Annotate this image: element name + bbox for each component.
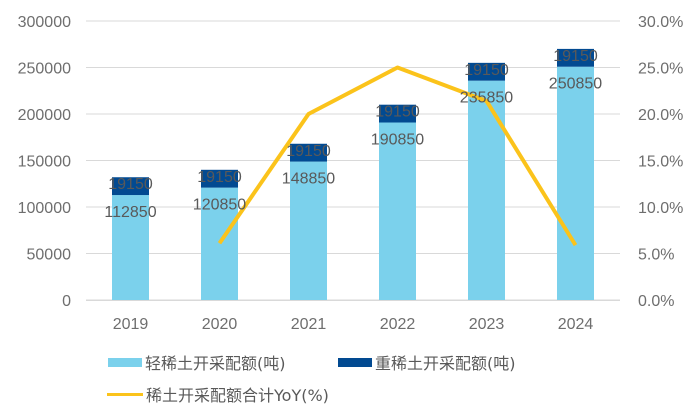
y-right-tick-label: 0.0% (638, 293, 674, 310)
legend-swatch-yoy (107, 392, 143, 396)
y-left-tick-label: 250000 (18, 61, 71, 78)
y-right-tick-label: 25.0% (638, 61, 683, 78)
bar-heavy-rare-earth (290, 143, 327, 162)
label-light-rare-earth: 250850 (549, 76, 602, 93)
x-axis-ticks: 2019 2020 2021 2022 2023 2024 (86, 300, 620, 333)
label-light-rare-earth: 148850 (282, 171, 335, 188)
y-right-tick-label: 10.0% (638, 200, 683, 217)
bar-heavy-rare-earth (112, 177, 149, 196)
bar-heavy-rare-earth (557, 48, 594, 67)
data-labels: 112850 19150 120850 19150 148850 19150 190850 1… (104, 48, 602, 221)
x-tick-label: 2023 (469, 316, 505, 333)
right-axis-ticks: 0.0% 5.0% 10.0% 15.0% 20.0% 25.0% 30.0% (638, 14, 683, 310)
y-right-tick-label: 5.0% (638, 247, 674, 264)
label-heavy-rare-earth: 19150 (553, 48, 598, 65)
y-right-tick-label: 30.0% (638, 14, 683, 31)
bar-light-rare-earth (112, 195, 149, 300)
bar-heavy-rare-earth (201, 169, 238, 188)
legend-label-heavy: 重稀土开采配额(吨) (375, 354, 516, 373)
legend-label-yoy: 稀土开采配额合计YoY(%) (146, 386, 329, 405)
label-heavy-rare-earth: 19150 (197, 169, 242, 186)
bar-light-rare-earth (379, 122, 416, 301)
x-tick-label: 2024 (558, 316, 594, 333)
legend-item-light-rare-earth[interactable]: 轻稀土开采配额(吨) (108, 350, 286, 374)
label-heavy-rare-earth: 19150 (286, 143, 331, 160)
yoy-line (217, 65, 578, 247)
y-right-tick-label: 20.0% (638, 107, 683, 124)
y-left-tick-label: 0 (62, 293, 71, 310)
bar-light-rare-earth (468, 80, 505, 300)
label-light-rare-earth: 112850 (104, 204, 156, 221)
bars (112, 48, 594, 301)
y-left-tick-label: 50000 (27, 247, 72, 264)
label-heavy-rare-earth: 19150 (108, 176, 153, 193)
x-tick-label: 2022 (380, 316, 416, 333)
y-left-tick-label: 300000 (18, 14, 71, 31)
bar-light-rare-earth (290, 161, 327, 300)
legend-swatch-heavy (338, 357, 372, 367)
bar-heavy-rare-earth (379, 104, 416, 123)
y-left-tick-label: 200000 (18, 107, 71, 124)
legend-item-yoy[interactable]: 稀土开采配额合计YoY(%) (107, 382, 329, 406)
x-tick-label: 2021 (291, 316, 327, 333)
label-light-rare-earth: 120850 (193, 197, 246, 214)
gridlines (86, 20, 620, 301)
legend-item-heavy-rare-earth[interactable]: 重稀土开采配额(吨) (338, 350, 516, 374)
y-left-tick-label: 100000 (18, 200, 71, 217)
label-light-rare-earth: 235850 (460, 90, 513, 107)
bar-light-rare-earth (201, 187, 238, 300)
bar-heavy-rare-earth (468, 62, 505, 81)
y-left-tick-label: 150000 (18, 154, 71, 171)
legend-swatch-light (108, 357, 142, 367)
x-tick-label: 2020 (202, 316, 238, 333)
bar-light-rare-earth (557, 66, 594, 300)
label-heavy-rare-earth: 19150 (375, 104, 420, 121)
label-light-rare-earth: 190850 (371, 132, 424, 149)
left-axis-ticks: 0 50000 100000 150000 200000 250000 300000 (18, 14, 71, 310)
x-tick-label: 2019 (113, 316, 149, 333)
label-heavy-rare-earth: 19150 (464, 62, 509, 79)
y-right-tick-label: 15.0% (638, 154, 683, 171)
legend-label-light: 轻稀土开采配额(吨) (145, 354, 286, 373)
